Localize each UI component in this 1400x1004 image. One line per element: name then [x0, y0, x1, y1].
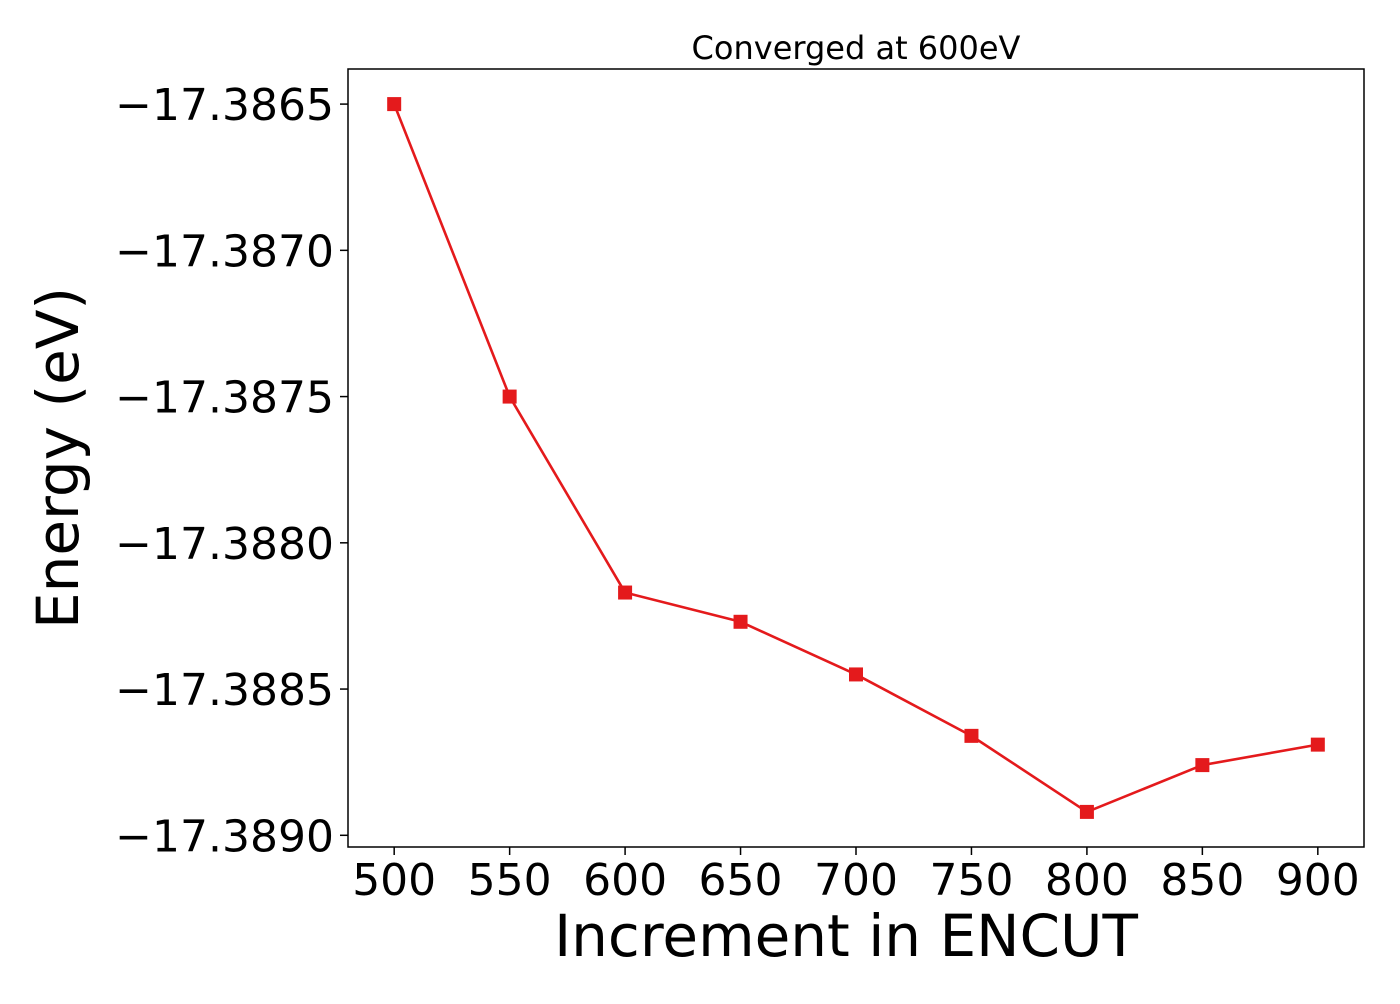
plot-area	[347, 68, 1365, 848]
x-tick-label: 500	[352, 855, 436, 906]
data-point-marker	[387, 97, 402, 112]
chart-title: Converged at 600eV	[692, 29, 1021, 67]
y-axis-title: Energy (eV)	[24, 287, 92, 629]
x-tick-label: 600	[583, 855, 667, 906]
y-tick-label: −17.3890	[115, 811, 334, 862]
x-tick-label: 800	[1045, 855, 1129, 906]
data-point-marker	[1195, 758, 1210, 773]
y-axis-ticks: −17.3865 −17.3870 −17.3875 −17.3880 −17.3885…	[115, 80, 348, 862]
series-layer	[387, 97, 1325, 819]
x-tick-label: 750	[929, 855, 1013, 906]
y-tick-label: −17.3885	[115, 665, 334, 716]
x-tick-label: 550	[468, 855, 552, 906]
y-tick-label: −17.3865	[115, 80, 334, 131]
data-point-marker	[502, 389, 517, 404]
x-tick-label: 700	[814, 855, 898, 906]
data-point-marker	[618, 585, 633, 600]
x-axis-ticks: 500 550 600 650 700 750 800 850 900	[352, 847, 1360, 906]
x-axis-title: Increment in ENCUT	[554, 902, 1138, 970]
y-tick-label: −17.3870	[115, 226, 334, 277]
data-point-marker	[849, 667, 863, 682]
x-tick-label: 850	[1160, 855, 1244, 906]
data-point-marker	[1310, 737, 1325, 752]
x-tick-label: 900	[1276, 855, 1360, 906]
x-tick-label: 650	[699, 855, 783, 906]
data-point-marker	[1079, 804, 1094, 819]
y-tick-label: −17.3880	[115, 519, 334, 570]
data-point-marker	[964, 728, 979, 743]
data-point-marker	[733, 614, 748, 629]
y-tick-label: −17.3875	[115, 373, 334, 424]
